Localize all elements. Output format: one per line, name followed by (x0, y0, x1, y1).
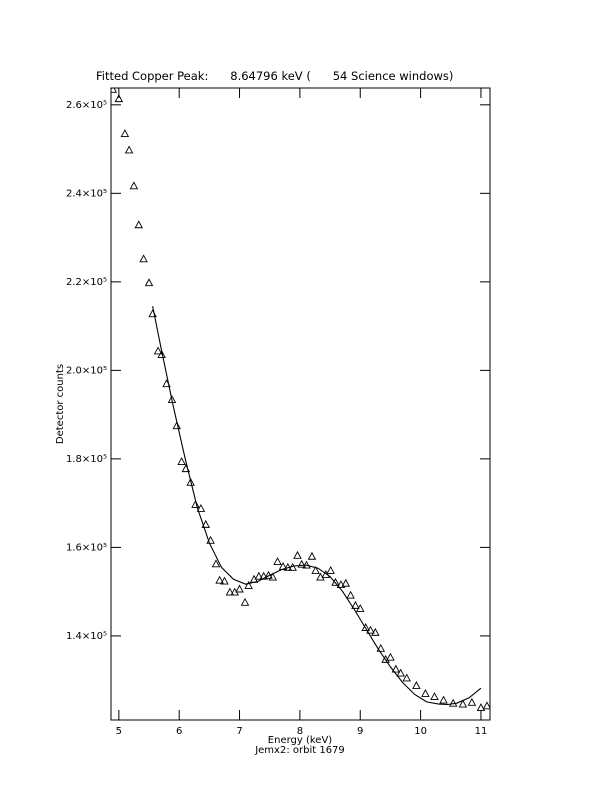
x-tick-label: 10 (414, 726, 427, 737)
data-point (177, 457, 186, 465)
data-point (346, 590, 355, 599)
chart-title: Fitted Copper Peak: 8.64796 keV ( 54 Sci… (96, 69, 453, 83)
y-tick-label: 2.6×10⁵ (66, 100, 107, 111)
data-point (273, 557, 282, 566)
data-point (321, 569, 331, 578)
data-point (412, 681, 421, 689)
data-point (201, 519, 211, 528)
data-point (467, 697, 477, 706)
data-point (458, 699, 468, 708)
data-point (225, 587, 235, 596)
data-point (476, 703, 486, 712)
data-point (191, 500, 200, 508)
x-tick-label: 9 (357, 726, 363, 737)
data-point (186, 477, 195, 486)
data-point (211, 559, 221, 568)
data-point (402, 673, 411, 682)
y-tick-label: 2.0×10⁵ (66, 365, 107, 376)
data-point (355, 604, 365, 612)
data-point (297, 559, 306, 568)
data-point (259, 571, 268, 580)
fit-line (152, 306, 482, 706)
data-point (215, 575, 224, 584)
y-tick-label: 1.6×10⁵ (66, 542, 107, 553)
data-point (366, 625, 375, 634)
data-point (482, 701, 490, 710)
data-point (336, 580, 346, 589)
plot-frame (110, 87, 491, 721)
data-point (371, 627, 380, 636)
data-point (144, 278, 154, 287)
y-tick-label: 1.8×10⁵ (66, 454, 107, 465)
x-tick-label: 8 (297, 726, 303, 737)
data-point (254, 571, 264, 580)
x-tick-label: 6 (176, 726, 182, 737)
data-point (376, 643, 386, 652)
data-point (391, 664, 401, 673)
data-point (153, 346, 163, 355)
data-point (124, 145, 134, 154)
x-tick-label: 7 (236, 726, 242, 737)
x-tick-label: 5 (116, 726, 122, 737)
data-point (139, 254, 148, 263)
data-point (244, 581, 253, 589)
data-point (439, 695, 448, 704)
data-point (235, 584, 244, 593)
data-point (240, 597, 250, 606)
data-point (331, 577, 340, 586)
data-point (220, 576, 229, 585)
y-tick-label: 2.2×10⁵ (66, 277, 107, 288)
data-point (134, 220, 144, 229)
data-point (120, 129, 130, 138)
subtitle: Jemx2: orbit 1679 (254, 745, 345, 756)
data-point (129, 181, 139, 190)
data-point (111, 88, 118, 93)
data-point (311, 565, 320, 574)
data-point (326, 565, 335, 574)
data-point (386, 652, 395, 661)
x-axis-label: Energy (keV) (268, 735, 333, 746)
y-tick-label: 1.4×10⁵ (66, 631, 107, 642)
data-point (421, 688, 430, 697)
y-axis-label: Detector counts (55, 364, 66, 444)
data-point (430, 692, 439, 700)
data-point (361, 623, 370, 631)
y-tick-label: 2.4×10⁵ (66, 188, 107, 199)
data-point (114, 94, 124, 103)
data-point (307, 551, 317, 560)
data-point (293, 550, 302, 559)
data-point (341, 578, 351, 587)
data-point (268, 572, 277, 581)
data-point (172, 421, 182, 430)
x-tick-label: 11 (475, 726, 488, 737)
data-point (157, 349, 166, 358)
data-point (351, 600, 360, 609)
data-point (396, 668, 405, 677)
data-point (196, 503, 206, 512)
